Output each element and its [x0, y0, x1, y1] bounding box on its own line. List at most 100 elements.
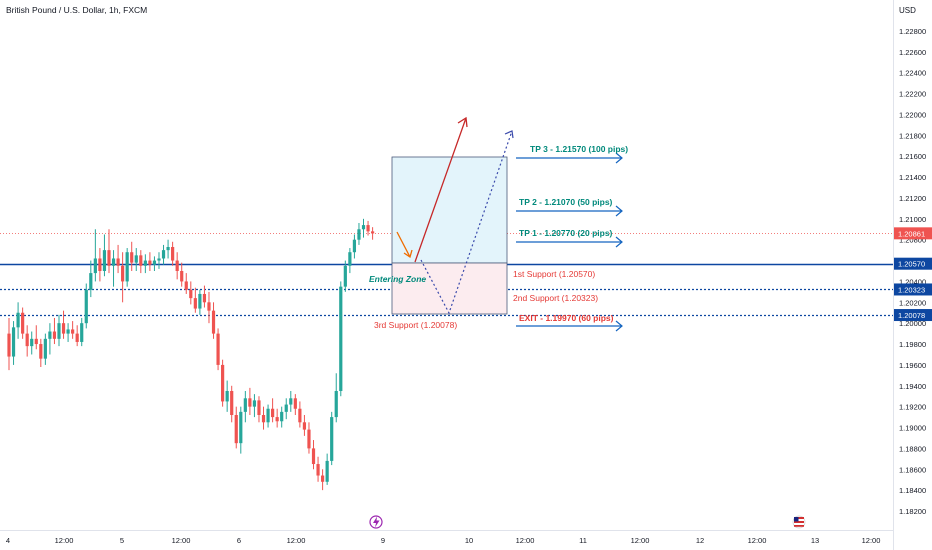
candle-body	[321, 475, 325, 482]
candle-body	[266, 408, 270, 423]
bull-projection-arrow	[414, 117, 467, 263]
y-tick-label: 1.21600	[899, 152, 926, 161]
y-tick-label: 1.22600	[899, 48, 926, 57]
candle-body	[248, 398, 252, 407]
y-tick-label: 1.20400	[899, 277, 926, 286]
candle-body	[252, 400, 257, 407]
support2-label: 2nd Support (1.20323)	[513, 293, 598, 303]
candle-body	[57, 323, 61, 339]
currency-label: USD	[899, 6, 916, 15]
us-flag-icon[interactable]	[792, 515, 806, 529]
candle-body	[243, 398, 247, 412]
candle-body	[257, 400, 261, 415]
candle-body	[261, 415, 266, 423]
y-tick-label: 1.18600	[899, 465, 926, 474]
x-tick-label: 12:00	[631, 536, 650, 545]
candle-body	[316, 464, 320, 476]
candle-body	[11, 327, 16, 357]
y-tick-label: 1.20000	[899, 319, 926, 328]
candle-body	[289, 398, 293, 405]
candle-body	[98, 258, 102, 271]
price-label-box	[894, 283, 932, 296]
y-tick-label: 1.20800	[899, 236, 926, 245]
candle-body	[80, 323, 84, 342]
profit-zone[interactable]	[391, 156, 508, 264]
candle-body	[330, 417, 334, 461]
candle-body	[202, 293, 207, 303]
price-label-text: 1.20570	[898, 260, 925, 269]
x-tick-label: 9	[381, 536, 385, 545]
x-tick-label: 13	[811, 536, 819, 545]
x-tick-label: 12	[696, 536, 704, 545]
candles	[7, 218, 375, 491]
candle-body	[161, 250, 166, 259]
target-arrows	[516, 152, 623, 332]
price-label-text: 1.20861	[898, 229, 925, 238]
candle-body	[339, 286, 343, 391]
entering-zone-label: Entering Zone	[369, 274, 426, 284]
y-tick-label: 1.21000	[899, 215, 926, 224]
candle-body	[111, 258, 116, 266]
candle-body	[311, 448, 316, 465]
candle-body	[175, 260, 179, 271]
candle-body	[93, 258, 97, 274]
entry-arrow-head	[403, 249, 413, 259]
y-tick-label: 1.19800	[899, 340, 926, 349]
candle-body	[107, 250, 111, 266]
x-tick-label: 12:00	[748, 536, 767, 545]
price-label-box	[894, 309, 932, 322]
chart-title: British Pound / U.S. Dollar, 1h, FXCM	[6, 5, 148, 15]
candle-body	[21, 312, 25, 334]
candle-body	[121, 265, 125, 282]
tp3-label: TP 3 - 1.21570 (100 pips)	[530, 144, 628, 154]
y-axis-ticks: 1.22800 1.22600 1.22400 1.22200 1.22000 1.218…	[899, 27, 926, 516]
y-tick-label: 1.21200	[899, 194, 926, 203]
candle-body	[357, 229, 361, 240]
price-labels: 1.20861 1.20570 1.20323 1.20078	[894, 227, 932, 322]
candle-body	[343, 265, 347, 287]
lightning-icon[interactable]	[369, 515, 383, 529]
candle-body	[139, 255, 143, 266]
candle-body	[348, 252, 352, 266]
candle-body	[207, 302, 211, 311]
candle-body	[371, 231, 375, 234]
risk-zone[interactable]	[391, 262, 508, 315]
candle-body	[307, 429, 311, 449]
y-tick-label: 1.18800	[899, 444, 926, 453]
candle-body	[25, 333, 29, 347]
projection-drawings[interactable]	[396, 116, 514, 315]
x-tick-label: 12:00	[516, 536, 535, 545]
alt-path-head	[504, 130, 514, 139]
candle-body	[271, 408, 275, 418]
candle-body	[275, 417, 279, 422]
entry-arrow	[396, 231, 411, 258]
x-tick-label: 12:00	[287, 536, 306, 545]
candle-body	[361, 225, 366, 230]
candle-body	[211, 310, 216, 334]
candle-body	[280, 411, 284, 422]
candle-body	[230, 391, 234, 415]
candle-body	[239, 411, 243, 444]
candle-body	[157, 258, 161, 261]
y-tick-label: 1.20200	[899, 298, 926, 307]
y-tick-label: 1.19000	[899, 424, 926, 433]
price-label-box	[894, 227, 932, 240]
x-tick-label: 6	[237, 536, 241, 545]
candle-body	[189, 289, 193, 299]
x-axis-ticks: 4 12:00 5 12:00 6 12:00 9 10 12:00 11 12:00 12 12:00…	[6, 536, 880, 545]
tp2-label: TP 2 - 1.21070 (50 pips)	[519, 197, 613, 207]
candle-body	[325, 460, 329, 482]
y-tick-label: 1.19200	[899, 403, 926, 412]
candle-body	[102, 250, 107, 271]
candle-body	[152, 260, 157, 265]
price-label-text: 1.20078	[898, 311, 925, 320]
x-tick-label: 5	[120, 536, 124, 545]
y-tick-label: 1.21800	[899, 131, 926, 140]
support1-label: 1st Support (1.20570)	[513, 269, 595, 279]
candle-body	[34, 338, 38, 345]
candle-body	[166, 247, 170, 251]
candle-body	[71, 329, 75, 334]
candle-body	[366, 225, 370, 232]
candle-body	[52, 331, 57, 339]
